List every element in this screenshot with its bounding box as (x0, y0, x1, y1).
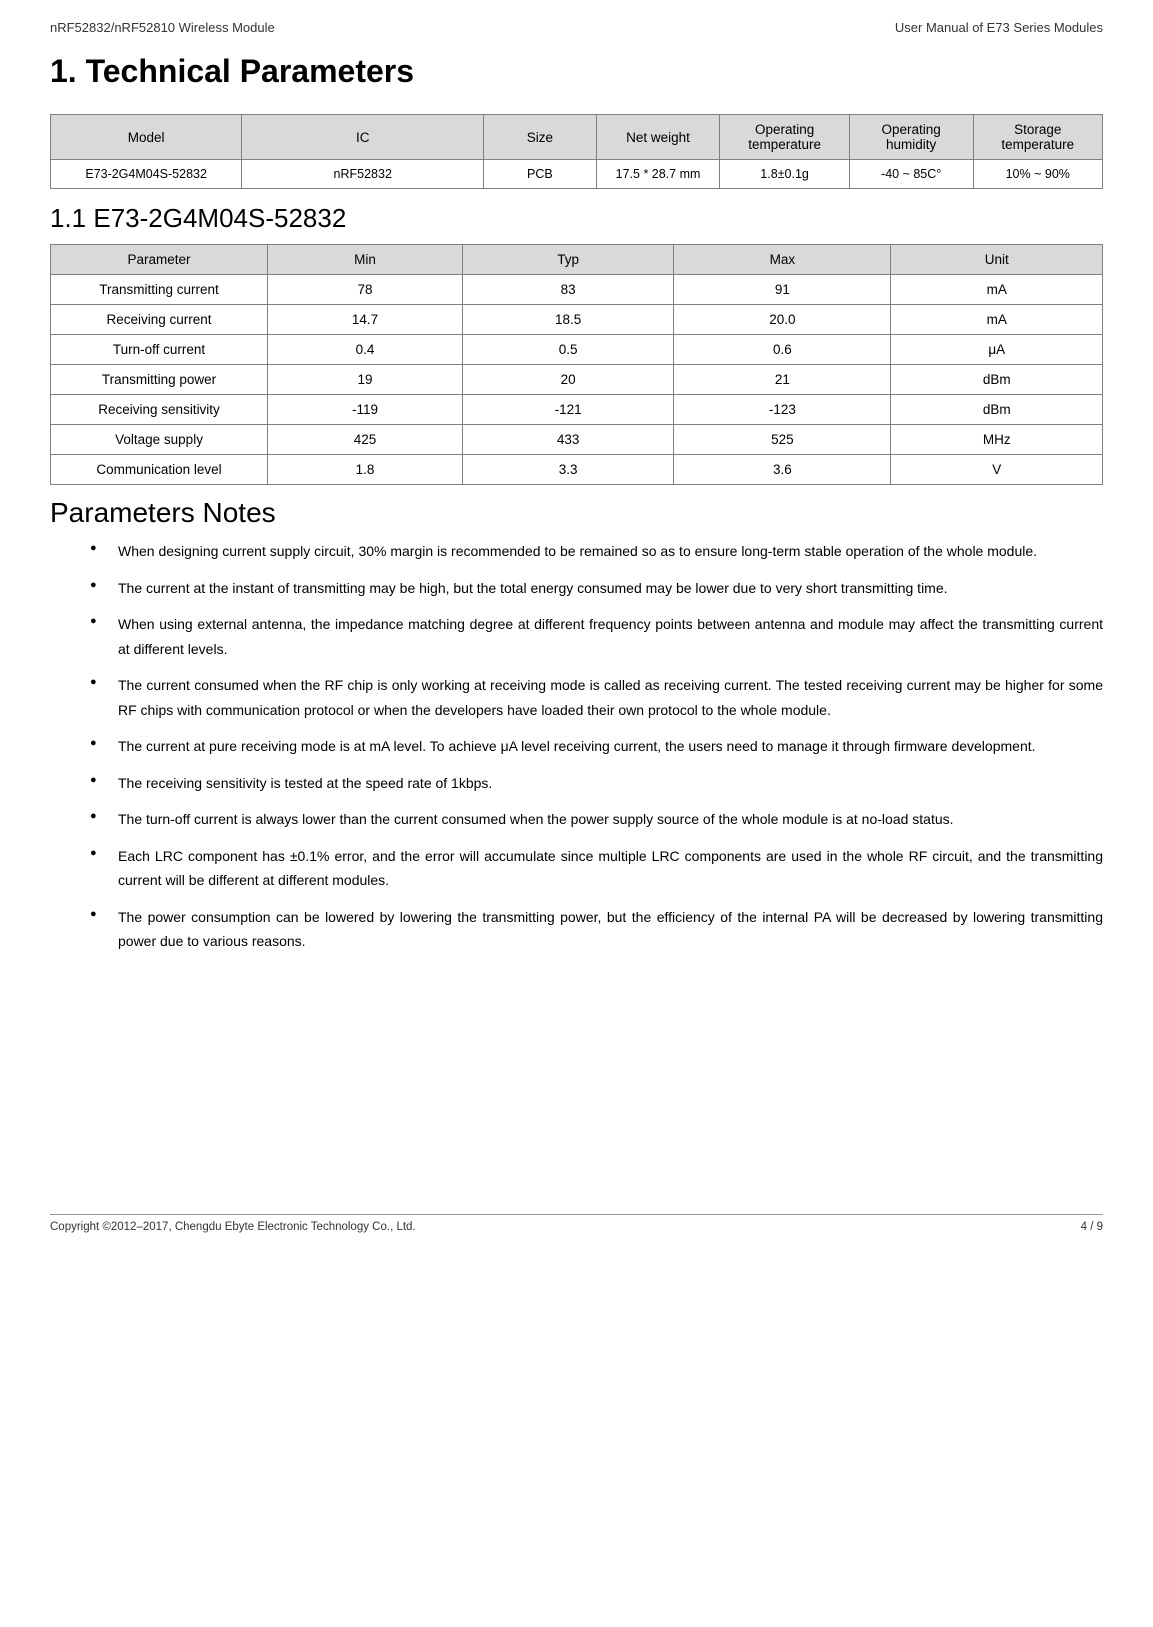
param-table-cell: -121 (462, 395, 674, 425)
param-table-cell: 3.6 (674, 455, 891, 485)
param-table-cell: 425 (268, 425, 463, 455)
model-table: ModelICSizeNet weightOperating temperatu… (50, 114, 1103, 189)
model-table-row: E73-2G4M04S-52832nRF52832PCB17.5 * 28.7 … (51, 160, 1103, 189)
model-table-cell: nRF52832 (242, 160, 484, 189)
note-item: The current at the instant of transmitti… (90, 576, 1103, 601)
param-table-cell: 21 (674, 365, 891, 395)
header-right: User Manual of E73 Series Modules (895, 20, 1103, 35)
param-table-cell: 0.6 (674, 335, 891, 365)
note-item: The current at pure receiving mode is at… (90, 734, 1103, 759)
param-table-cell: Receiving current (51, 305, 268, 335)
note-item: When using external antenna, the impedan… (90, 612, 1103, 661)
model-table-header: Storage temperature (973, 115, 1102, 160)
param-table-cell: 91 (674, 275, 891, 305)
param-table-header: Typ (462, 245, 674, 275)
param-table-cell: 0.5 (462, 335, 674, 365)
param-table-header: Unit (891, 245, 1103, 275)
param-table-row: Receiving sensitivity-119-121-123dBm (51, 395, 1103, 425)
note-item: The receiving sensitivity is tested at t… (90, 771, 1103, 796)
param-table-cell: MHz (891, 425, 1103, 455)
param-table-cell: 14.7 (268, 305, 463, 335)
param-table-cell: 20.0 (674, 305, 891, 335)
notes-title: Parameters Notes (50, 497, 1103, 529)
model-table-cell: 1.8±0.1g (720, 160, 849, 189)
param-table-cell: Communication level (51, 455, 268, 485)
param-table-cell: 18.5 (462, 305, 674, 335)
param-table-cell: V (891, 455, 1103, 485)
page-footer: Copyright ©2012–2017, Chengdu Ebyte Elec… (50, 1214, 1103, 1253)
param-table-cell: Transmitting current (51, 275, 268, 305)
note-item: Each LRC component has ±0.1% error, and … (90, 844, 1103, 893)
model-table-header: Net weight (596, 115, 720, 160)
param-table-cell: mA (891, 305, 1103, 335)
param-table-cell: μA (891, 335, 1103, 365)
model-table-cell: 17.5 * 28.7 mm (596, 160, 720, 189)
param-table-cell: dBm (891, 395, 1103, 425)
param-table-cell: 20 (462, 365, 674, 395)
param-table-row: Transmitting current788391mA (51, 275, 1103, 305)
model-table-header: Size (484, 115, 597, 160)
header-left: nRF52832/nRF52810 Wireless Module (50, 20, 275, 35)
param-table-cell: Turn-off current (51, 335, 268, 365)
section-title: 1. Technical Parameters (50, 53, 1103, 90)
param-table-cell: Voltage supply (51, 425, 268, 455)
model-table-header: Operating temperature (720, 115, 849, 160)
param-table-header: Parameter (51, 245, 268, 275)
param-table-header: Min (268, 245, 463, 275)
param-table-cell: 0.4 (268, 335, 463, 365)
model-table-cell: 10% ~ 90% (973, 160, 1102, 189)
model-table-header: Model (51, 115, 242, 160)
model-table-header: Operating humidity (849, 115, 973, 160)
model-table-cell: -40 ~ 85C° (849, 160, 973, 189)
note-item: When designing current supply circuit, 3… (90, 539, 1103, 564)
param-table-cell: Receiving sensitivity (51, 395, 268, 425)
param-table-row: Communication level1.83.33.6V (51, 455, 1103, 485)
param-table-cell: 525 (674, 425, 891, 455)
footer-right: 4 / 9 (1081, 1221, 1103, 1233)
param-table-row: Voltage supply425433525MHz (51, 425, 1103, 455)
param-table-cell: Transmitting power (51, 365, 268, 395)
param-table-header: Max (674, 245, 891, 275)
param-table-row: Receiving current14.718.520.0mA (51, 305, 1103, 335)
param-table-cell: -119 (268, 395, 463, 425)
footer-left: Copyright ©2012–2017, Chengdu Ebyte Elec… (50, 1221, 416, 1233)
param-table-cell: 1.8 (268, 455, 463, 485)
param-table-row: Turn-off current0.40.50.6μA (51, 335, 1103, 365)
note-item: The power consumption can be lowered by … (90, 905, 1103, 954)
model-table-header: IC (242, 115, 484, 160)
model-table-cell: PCB (484, 160, 597, 189)
param-table-cell: dBm (891, 365, 1103, 395)
param-table-cell: 3.3 (462, 455, 674, 485)
param-table-cell: 78 (268, 275, 463, 305)
subsection-title: 1.1 E73-2G4M04S-52832 (50, 203, 1103, 234)
param-table-cell: -123 (674, 395, 891, 425)
notes-list: When designing current supply circuit, 3… (50, 539, 1103, 954)
param-table-cell: 19 (268, 365, 463, 395)
note-item: The turn-off current is always lower tha… (90, 807, 1103, 832)
page-header: nRF52832/nRF52810 Wireless Module User M… (50, 20, 1103, 39)
model-table-cell: E73-2G4M04S-52832 (51, 160, 242, 189)
note-item: The current consumed when the RF chip is… (90, 673, 1103, 722)
param-table-row: Transmitting power192021dBm (51, 365, 1103, 395)
param-table-cell: mA (891, 275, 1103, 305)
param-table-cell: 83 (462, 275, 674, 305)
param-table-cell: 433 (462, 425, 674, 455)
param-table: ParameterMinTypMaxUnit Transmitting curr… (50, 244, 1103, 485)
